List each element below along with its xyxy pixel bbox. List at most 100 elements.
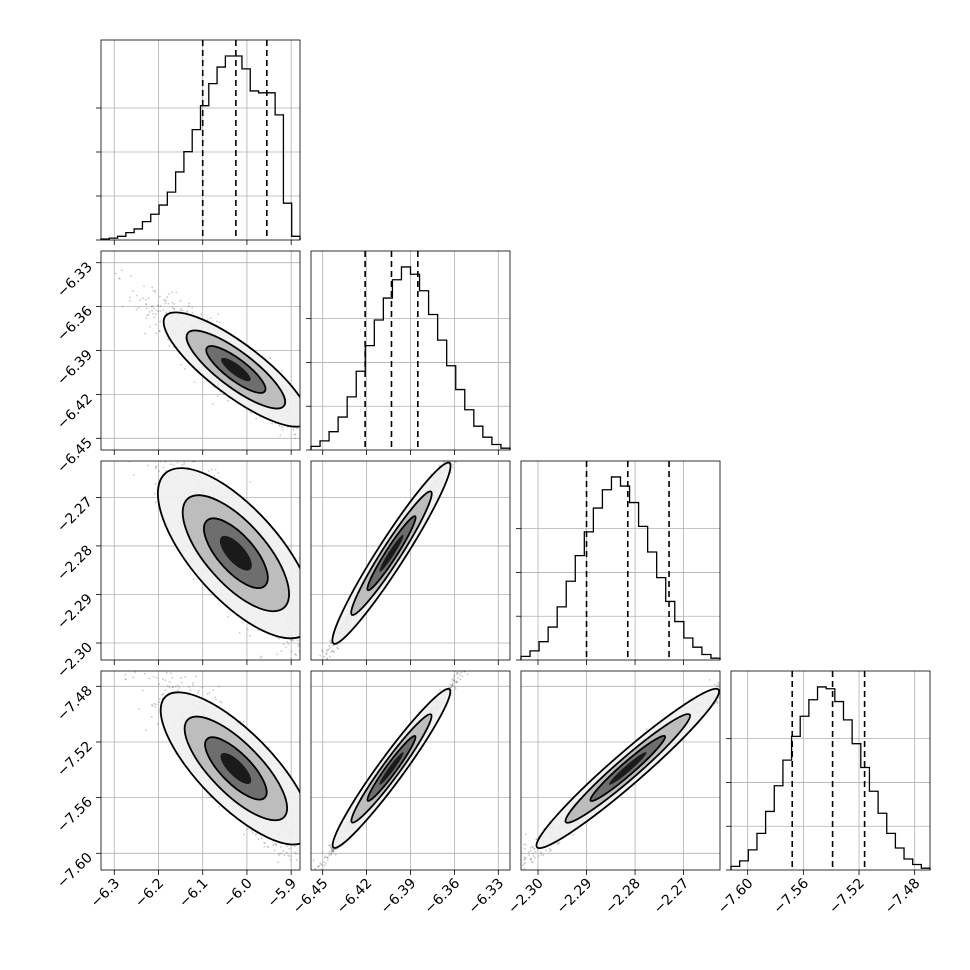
scatter-point bbox=[311, 870, 313, 872]
scatter-point bbox=[302, 824, 304, 826]
scatter-point bbox=[317, 426, 319, 428]
scatter-point bbox=[179, 299, 182, 302]
scatter-point bbox=[309, 430, 311, 432]
scatter-point bbox=[152, 290, 155, 292]
histogram-2 bbox=[520, 476, 721, 660]
scatter-point bbox=[171, 301, 174, 304]
scatter-point bbox=[155, 332, 158, 335]
scatter-point bbox=[249, 634, 251, 637]
scatter-point bbox=[154, 705, 157, 708]
scatter-point bbox=[145, 298, 147, 301]
scatter-point bbox=[340, 461, 342, 463]
scatter-point bbox=[304, 421, 306, 423]
scatter-point bbox=[508, 368, 510, 370]
scatter-point bbox=[164, 469, 167, 472]
scatter-point bbox=[158, 683, 160, 685]
scatter-point bbox=[317, 661, 319, 663]
pair-content-0-1 bbox=[114, 269, 342, 463]
scatter-point bbox=[306, 621, 308, 623]
scatter-point bbox=[167, 293, 170, 295]
scatter-point bbox=[335, 667, 337, 669]
scatter-point bbox=[268, 746, 270, 749]
scatter-point bbox=[452, 466, 455, 468]
scatter-point bbox=[128, 300, 131, 302]
scatter-point bbox=[306, 856, 308, 858]
scatter-point bbox=[278, 424, 280, 427]
scatter-point bbox=[158, 329, 161, 332]
scatter-point bbox=[175, 291, 178, 294]
scatter-point bbox=[315, 447, 317, 449]
scatter-point bbox=[123, 458, 125, 460]
scatter-point bbox=[200, 313, 203, 316]
scatter-point bbox=[131, 290, 134, 292]
scatter-point bbox=[320, 638, 322, 640]
scatter-point bbox=[151, 309, 154, 312]
scatter-point bbox=[154, 291, 157, 294]
histogram-1 bbox=[310, 266, 511, 450]
scatter-point bbox=[246, 828, 249, 830]
scatter-point bbox=[273, 849, 276, 852]
scatter-point bbox=[165, 451, 167, 453]
scatter-point bbox=[160, 459, 162, 461]
pair-content-1-2 bbox=[307, 368, 510, 681]
scatter-point bbox=[121, 444, 123, 446]
scatter-point bbox=[303, 436, 305, 438]
scatter-point bbox=[329, 822, 331, 824]
scatter-point bbox=[255, 833, 258, 835]
scatter-point bbox=[156, 417, 158, 419]
scatter-point bbox=[227, 616, 229, 618]
scatter-point bbox=[298, 665, 300, 667]
scatter-point bbox=[305, 427, 307, 429]
scatter-point bbox=[291, 639, 294, 641]
pair-frame-0-2 bbox=[100, 460, 301, 661]
scatter-point bbox=[314, 834, 316, 836]
scatter-point bbox=[155, 313, 157, 315]
scatter-point bbox=[157, 304, 159, 307]
scatter-point bbox=[151, 705, 154, 707]
scatter-point bbox=[149, 326, 152, 328]
scatter-point bbox=[323, 850, 325, 852]
scatter-point bbox=[145, 307, 148, 310]
scatter-point bbox=[302, 614, 304, 616]
scatter-point bbox=[124, 678, 127, 681]
scatter-point bbox=[158, 330, 161, 333]
scatter-point bbox=[151, 439, 153, 441]
scatter-point bbox=[306, 411, 308, 413]
scatter-point bbox=[302, 413, 304, 415]
scatter-point bbox=[330, 654, 332, 656]
scatter-point bbox=[338, 877, 340, 879]
scatter-point bbox=[280, 852, 282, 855]
scatter-point bbox=[185, 657, 187, 659]
scatter-point bbox=[152, 676, 155, 678]
scatter-point bbox=[208, 470, 210, 472]
histogram-0 bbox=[100, 55, 301, 240]
scatter-point bbox=[171, 306, 174, 309]
scatter-point bbox=[304, 826, 306, 828]
scatter-point bbox=[307, 679, 309, 681]
scatter-point bbox=[162, 298, 165, 301]
scatter-point bbox=[212, 403, 214, 405]
scatter-point bbox=[319, 664, 321, 666]
scatter-point bbox=[448, 458, 450, 460]
scatter-point bbox=[243, 833, 245, 836]
scatter-point bbox=[345, 697, 347, 699]
scatter-point bbox=[280, 369, 283, 372]
scatter-point bbox=[452, 446, 454, 448]
histogram-panel-2 bbox=[516, 460, 721, 661]
scatter-point bbox=[142, 665, 144, 667]
scatter-point bbox=[300, 823, 302, 825]
scatter-point bbox=[303, 421, 305, 423]
scatter-point bbox=[143, 285, 145, 288]
scatter-point bbox=[146, 314, 148, 316]
scatter-point bbox=[151, 305, 154, 307]
scatter-point bbox=[312, 674, 314, 676]
scatter-point bbox=[153, 668, 155, 670]
scatter-point bbox=[327, 648, 330, 651]
scatter-point bbox=[319, 654, 322, 657]
scatter-point bbox=[162, 466, 165, 469]
scatter-point bbox=[198, 689, 200, 692]
scatter-point bbox=[300, 388, 302, 390]
pair-panel-0-1 bbox=[100, 250, 342, 463]
scatter-point bbox=[167, 338, 170, 341]
density-contour-0-3-3 bbox=[220, 752, 252, 785]
